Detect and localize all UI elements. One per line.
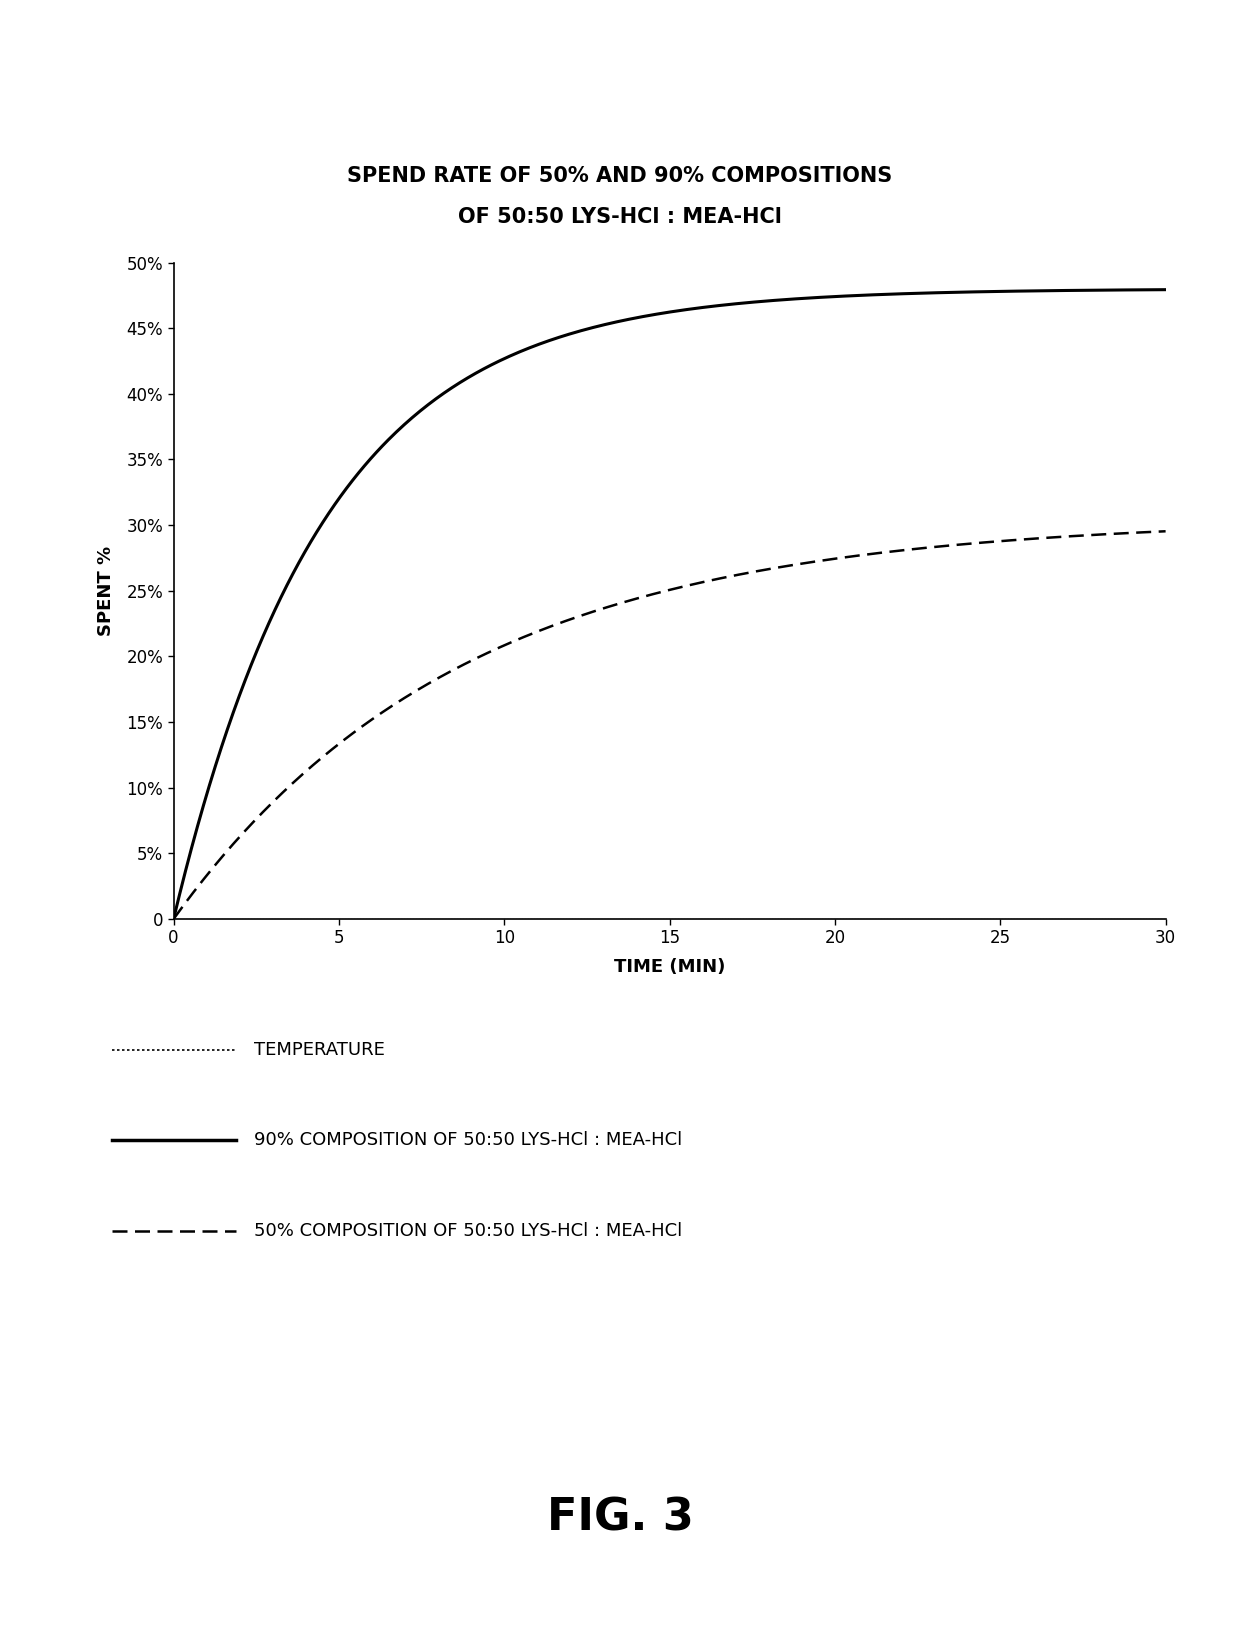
Text: SPEND RATE OF 50% AND 90% COMPOSITIONS: SPEND RATE OF 50% AND 90% COMPOSITIONS (347, 166, 893, 185)
Text: FIG. 3: FIG. 3 (547, 1497, 693, 1539)
Text: OF 50:50 LYS-HCl : MEA-HCl: OF 50:50 LYS-HCl : MEA-HCl (458, 207, 782, 226)
Text: 50% COMPOSITION OF 50:50 LYS-HCl : MEA-HCl: 50% COMPOSITION OF 50:50 LYS-HCl : MEA-H… (254, 1223, 682, 1239)
Text: TEMPERATURE: TEMPERATURE (254, 1042, 386, 1058)
X-axis label: TIME (MIN): TIME (MIN) (614, 958, 725, 976)
Y-axis label: SPENT %: SPENT % (97, 546, 115, 635)
Text: 90% COMPOSITION OF 50:50 LYS-HCl : MEA-HCl: 90% COMPOSITION OF 50:50 LYS-HCl : MEA-H… (254, 1132, 682, 1149)
